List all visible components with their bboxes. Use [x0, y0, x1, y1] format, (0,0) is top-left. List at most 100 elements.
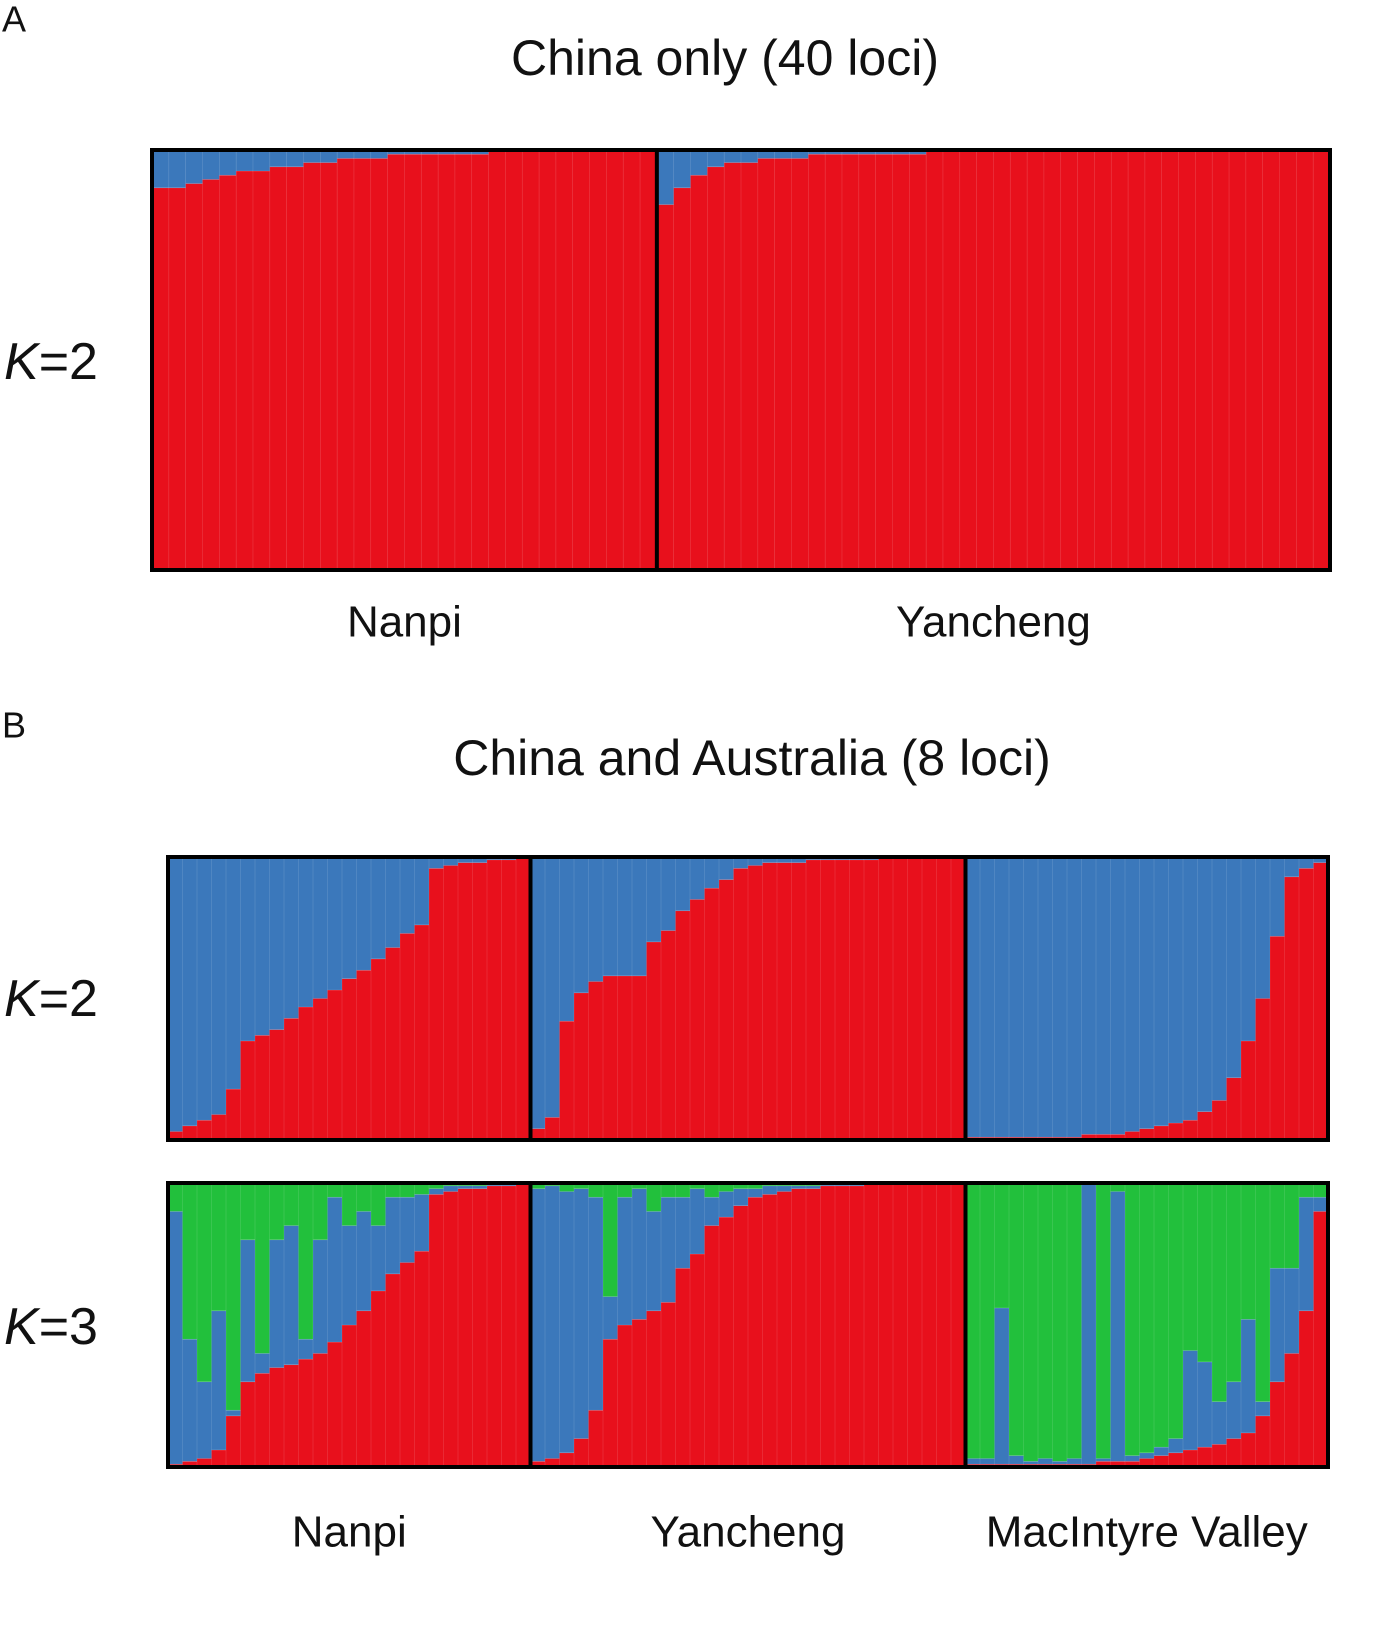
ancestry-bar — [878, 856, 894, 1141]
ancestry-bar — [1211, 149, 1230, 571]
ancestry-bar — [1023, 1182, 1039, 1462]
ancestry-bar — [646, 1211, 662, 1312]
ancestry-bar — [1211, 856, 1228, 1101]
ancestry-bar — [892, 856, 909, 1141]
ancestry-bar — [617, 856, 633, 977]
ancestry-bar — [559, 1452, 575, 1468]
ancestry-bar — [965, 1182, 981, 1459]
ancestry-bar — [588, 1409, 604, 1468]
ancestry-bar — [979, 1458, 996, 1465]
ancestry-bar — [521, 149, 540, 571]
ancestry-bar — [1153, 1446, 1170, 1456]
ancestry-bar — [240, 1381, 256, 1468]
ancestry-bar — [892, 1182, 909, 1468]
ancestry-bar — [1269, 935, 1286, 1141]
ancestry-bar — [219, 174, 237, 571]
ancestry-bar — [327, 1341, 343, 1468]
ancestry-bar — [185, 183, 204, 571]
ancestry-bar — [269, 1367, 285, 1468]
ancestry-bar — [385, 1196, 401, 1275]
ancestry-bar — [283, 1018, 300, 1141]
ancestry-bar — [240, 1239, 256, 1383]
ancestry-bar — [1255, 1182, 1271, 1402]
ancestry-bar — [254, 1034, 271, 1141]
ancestry-bar — [573, 1438, 590, 1468]
ancestry-bar — [588, 981, 604, 1141]
ancestry-bar — [704, 1225, 720, 1468]
ancestry-bar — [254, 1353, 271, 1374]
k-label: K=2 — [4, 333, 98, 391]
ancestry-bar — [965, 1458, 981, 1465]
ancestry-bar — [312, 856, 329, 999]
ancestry-bar — [660, 1196, 677, 1303]
ancestry-bar — [443, 1191, 459, 1468]
ancestry-bar — [1081, 1182, 1097, 1465]
ancestry-bar — [486, 1185, 503, 1468]
ancestry-bar — [336, 158, 355, 571]
ancestry-bar — [286, 149, 305, 168]
ancestry-bar — [631, 1319, 648, 1468]
ancestry-bar — [269, 149, 288, 168]
ancestry-bar — [588, 1196, 604, 1411]
ancestry-bar — [704, 856, 720, 889]
ancestry-bar — [341, 1225, 358, 1326]
ancestry-bar — [252, 149, 271, 172]
ancestry-bar — [168, 149, 187, 189]
ancestry-bar — [757, 158, 776, 571]
ancestry-bar — [1182, 1182, 1199, 1351]
ancestry-bar — [1037, 856, 1054, 1138]
ancestry-bar — [269, 1029, 285, 1141]
ancestry-bar — [385, 1273, 401, 1468]
ancestry-bar — [573, 992, 590, 1141]
ancestry-bar — [1226, 1077, 1242, 1141]
ancestry-bar — [707, 149, 725, 168]
ancestry-bar — [1197, 1361, 1213, 1448]
ancestry-bar — [1139, 1452, 1155, 1459]
ancestry-bar — [501, 859, 517, 1141]
ancestry-bar — [573, 1188, 590, 1439]
ancestry-bar — [167, 856, 184, 1132]
ancestry-bar — [385, 856, 401, 948]
ancestry-bar — [151, 149, 170, 189]
ancestry-bar — [356, 1182, 372, 1212]
plot-frame — [166, 1181, 1330, 1469]
ancestry-bar — [312, 1182, 329, 1241]
ancestry-bar — [387, 153, 406, 571]
ancestry-bar — [994, 1307, 1010, 1465]
ancestry-bar — [269, 1239, 285, 1368]
ancestry-bar — [1037, 1182, 1054, 1459]
ancestry-bar — [196, 1381, 213, 1459]
ancestry-bar — [602, 856, 619, 977]
ancestry-bar — [875, 153, 894, 571]
ancestry-bar — [555, 149, 574, 571]
ancestry-bar — [341, 1182, 358, 1226]
ancestry-bar — [718, 1191, 735, 1218]
ancestry-bar — [1211, 1182, 1228, 1402]
ancestry-bar — [936, 856, 952, 1141]
ancestry-bar — [1298, 1196, 1315, 1312]
ancestry-bar — [151, 187, 170, 571]
ancestry-bar — [617, 1196, 633, 1326]
ancestry-bar — [1197, 1182, 1213, 1363]
ancestry-bar — [907, 1182, 923, 1468]
ancestry-bar — [1269, 1381, 1286, 1468]
k-value: =2 — [39, 333, 98, 391]
ancestry-bar — [704, 887, 720, 1141]
ancestry-bar — [834, 1185, 851, 1468]
ancestry-bar — [994, 856, 1010, 1138]
ancestry-bar — [1052, 1182, 1068, 1462]
ancestry-bar — [675, 910, 691, 1141]
ancestry-bar — [849, 1185, 865, 1468]
ancestry-bar — [656, 204, 675, 571]
ancestry-bar — [312, 998, 329, 1141]
ancestry-bar — [559, 1191, 575, 1454]
ancestry-bar — [791, 1188, 807, 1468]
ancestry-bar — [225, 1409, 242, 1417]
ancestry-bar — [1255, 998, 1271, 1141]
ancestry-bar — [1168, 1182, 1184, 1439]
ancestry-bar — [602, 1296, 619, 1340]
ancestry-bar — [544, 856, 561, 1118]
ancestry-bar — [1023, 856, 1039, 1138]
ancestry-bar — [660, 1301, 677, 1468]
